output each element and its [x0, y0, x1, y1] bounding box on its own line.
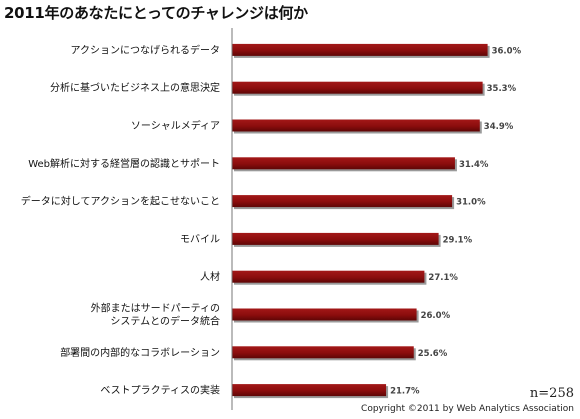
value-label: 36.0%	[492, 46, 522, 56]
value-label: 27.1%	[428, 273, 458, 283]
bar	[232, 270, 425, 283]
value-label: 31.0%	[456, 198, 486, 208]
value-label: 31.4%	[459, 160, 489, 170]
value-label: 35.3%	[487, 84, 517, 94]
sample-size-label: n=258	[529, 386, 574, 401]
bar	[232, 157, 455, 170]
value-label: 29.1%	[443, 235, 473, 245]
category-label: 外部またはサードパーティのシステムとのデータ統合	[91, 302, 220, 328]
category-label: アクションにつなげられるデータ	[71, 43, 221, 56]
bar	[232, 119, 480, 132]
labels-layer: 36.0% アクションにつなげられるデータ 35.3% 分析に基づいたビジネス上の意思…	[21, 43, 522, 396]
category-label: ソーシャルメディア	[131, 119, 220, 132]
category-label: ベストプラクティスの実装	[100, 384, 220, 397]
bar	[232, 384, 387, 397]
category-label: モバイル	[180, 233, 220, 245]
bar	[232, 195, 453, 208]
value-label: 25.6%	[418, 349, 448, 359]
bars-layer	[232, 43, 490, 399]
category-label: 分析に基づいたビジネス上の意思決定	[50, 81, 220, 94]
value-label: 34.9%	[484, 122, 514, 132]
value-label: 26.0%	[421, 311, 451, 321]
category-label: Web解析に対する経営層の認識とサポート	[28, 157, 220, 170]
category-label: 人材	[200, 270, 220, 283]
bar	[232, 81, 483, 94]
copyright-text: Copyright ©2011 by Web Analytics Associa…	[361, 404, 574, 414]
bar	[232, 346, 414, 359]
value-label: 21.7%	[390, 387, 420, 397]
bar	[232, 232, 439, 245]
category-label: 部署間の内部的なコラボレーション	[60, 346, 220, 359]
bar	[232, 308, 417, 321]
category-label: データに対してアクションを起こせないこと	[21, 195, 220, 208]
bar	[232, 43, 488, 56]
chart-title: 2011年のあなたにとってのチャレンジは何か	[4, 4, 308, 22]
